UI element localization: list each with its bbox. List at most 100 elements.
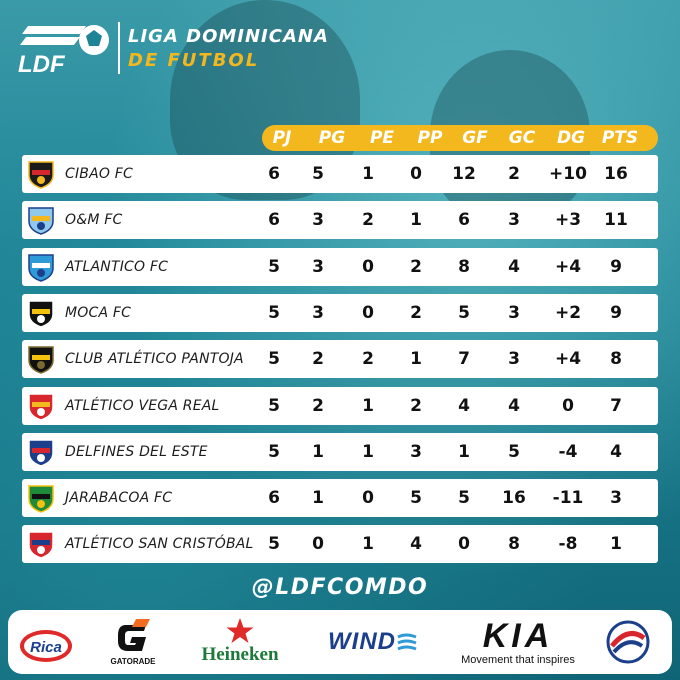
stat-pp: 2 [394, 248, 438, 286]
table-row: ATLÉTICO VEGA REAL 5 2 1 2 4 4 0 7 [22, 387, 658, 425]
header-divider [118, 22, 120, 74]
stat-pp: 5 [394, 479, 438, 517]
team-name: DELFINES DEL ESTE [65, 433, 208, 471]
wind-label: WIND [328, 628, 396, 656]
stat-pj: 6 [252, 201, 296, 239]
column-pts: PTS [600, 125, 640, 151]
column-pp: PP [410, 125, 450, 151]
stat-pj: 5 [252, 294, 296, 332]
social-handle: @LDFCOMDO [0, 575, 680, 600]
table-row: JARABACOA FC 6 1 0 5 5 16 -11 3 [22, 479, 658, 517]
stat-pg: 2 [296, 340, 340, 378]
team-name: CIBAO FC [65, 155, 133, 193]
jarabacoa-badge [26, 483, 56, 513]
stat-gf: 12 [442, 155, 486, 193]
cibao-fc-badge [26, 159, 56, 189]
stat-pg: 3 [296, 201, 340, 239]
stat-gc: 4 [492, 248, 536, 286]
stat-gf: 0 [442, 525, 486, 563]
team-name: MOCA FC [65, 294, 131, 332]
table-row: CIBAO FC 6 5 1 0 12 2 +10 16 [22, 155, 658, 193]
stat-pg: 3 [296, 248, 340, 286]
svg-text:Rica: Rica [30, 639, 62, 656]
kia-logo: KIA Movement that inspires [448, 610, 588, 674]
stat-pp: 4 [394, 525, 438, 563]
stat-gf: 7 [442, 340, 486, 378]
stat-gc: 8 [492, 525, 536, 563]
stat-gf: 6 [442, 201, 486, 239]
stat-gc: 2 [492, 155, 536, 193]
stat-pe: 1 [346, 387, 390, 425]
stat-pp: 1 [394, 201, 438, 239]
stat-gf: 4 [442, 387, 486, 425]
sponsors-bar: Rica GATORADE Heineken WIND KIA Movement… [8, 610, 672, 674]
stat-pj: 5 [252, 248, 296, 286]
stat-dg: +10 [546, 155, 590, 193]
stat-pp: 2 [394, 387, 438, 425]
stat-dg: +4 [546, 340, 590, 378]
stat-pp: 0 [394, 155, 438, 193]
wind-logo: WIND [308, 610, 438, 674]
stat-pj: 6 [252, 479, 296, 517]
stat-pts: 1 [594, 525, 638, 563]
stat-pts: 9 [594, 294, 638, 332]
moca-fc-badge [26, 298, 56, 328]
stat-pp: 2 [394, 294, 438, 332]
stat-gf: 5 [442, 479, 486, 517]
stat-gf: 5 [442, 294, 486, 332]
stat-pj: 5 [252, 387, 296, 425]
stat-pe: 1 [346, 155, 390, 193]
column-gf: GF [455, 125, 495, 151]
stat-dg: -8 [546, 525, 590, 563]
stat-gc: 3 [492, 201, 536, 239]
stat-pg: 2 [296, 387, 340, 425]
standings-column-header: PJ PG PE PP GF GC DG PTS [262, 125, 658, 151]
stat-pj: 5 [252, 340, 296, 378]
stat-pg: 0 [296, 525, 340, 563]
column-pj: PJ [262, 125, 302, 151]
table-row: CLUB ATLÉTICO PANTOJA 5 2 2 1 7 3 +4 8 [22, 340, 658, 378]
stat-dg: +2 [546, 294, 590, 332]
stat-gc: 16 [492, 479, 536, 517]
stat-pj: 5 [252, 525, 296, 563]
gatorade-logo: GATORADE [98, 610, 168, 674]
kia-tagline: Movement that inspires [461, 654, 575, 666]
stat-pe: 1 [346, 433, 390, 471]
table-row: MOCA FC 5 3 0 2 5 3 +2 9 [22, 294, 658, 332]
san-cristobal-badge [26, 529, 56, 559]
heineken-logo: Heineken [190, 610, 290, 674]
wind-waves-icon [396, 631, 418, 653]
stat-pts: 8 [594, 340, 638, 378]
stat-pe: 1 [346, 525, 390, 563]
stat-dg: +3 [546, 201, 590, 239]
stat-pe: 2 [346, 340, 390, 378]
stat-gc: 5 [492, 433, 536, 471]
stat-pp: 3 [394, 433, 438, 471]
stat-gc: 3 [492, 340, 536, 378]
atlantico-fc-badge [26, 252, 56, 282]
stat-pts: 9 [594, 248, 638, 286]
stat-pe: 0 [346, 479, 390, 517]
league-title-line1: LIGA DOMINICANA [128, 26, 329, 47]
team-name: JARABACOA FC [65, 479, 172, 517]
ldf-logo: LDF [18, 20, 114, 76]
gatorade-g-icon [116, 619, 150, 655]
delfines-badge [26, 437, 56, 467]
stat-gc: 4 [492, 387, 536, 425]
stat-gf: 1 [442, 433, 486, 471]
stat-pts: 16 [594, 155, 638, 193]
column-pg: PG [312, 125, 352, 151]
stat-pe: 0 [346, 248, 390, 286]
stat-pts: 7 [594, 387, 638, 425]
team-name: ATLANTICO FC [65, 248, 168, 286]
team-name: ATLÉTICO SAN CRISTÓBAL [65, 525, 254, 563]
stat-pg: 1 [296, 433, 340, 471]
table-row: ATLANTICO FC 5 3 0 2 8 4 +4 9 [22, 248, 658, 286]
stat-dg: +4 [546, 248, 590, 286]
stat-pe: 2 [346, 201, 390, 239]
stat-pts: 11 [594, 201, 638, 239]
federation-logo [598, 610, 658, 674]
gatorade-label: GATORADE [110, 657, 155, 666]
team-name: CLUB ATLÉTICO PANTOJA [65, 340, 244, 378]
stat-pg: 3 [296, 294, 340, 332]
